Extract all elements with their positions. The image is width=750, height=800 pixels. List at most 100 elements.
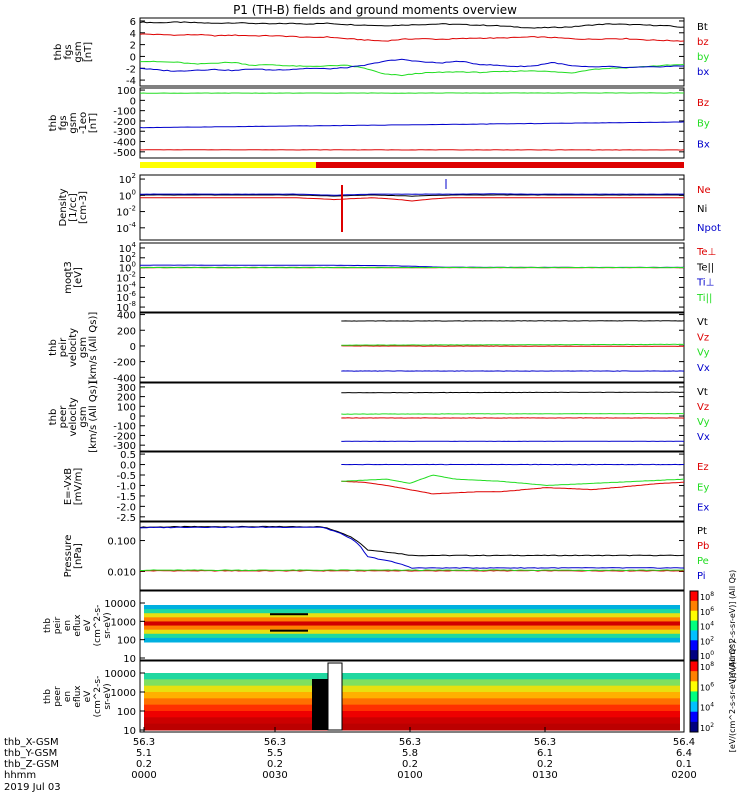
legend-entry: Bx xyxy=(697,139,710,150)
y-tick-label: 10 xyxy=(123,726,136,737)
series-line-Bx xyxy=(139,121,685,129)
legend-entry: Pb xyxy=(697,541,709,552)
y-tick-label: -4 xyxy=(126,76,136,87)
y-tick-label: 0 xyxy=(130,52,136,63)
panel-7-frame xyxy=(139,451,685,522)
y-tick-exp: -6 xyxy=(129,290,137,298)
legend-entry: Vx xyxy=(697,363,710,374)
legend-entry: Npot xyxy=(697,223,721,234)
heatmap-band xyxy=(144,629,680,635)
series-line-Vt xyxy=(341,391,684,394)
y-axis-label: velocity xyxy=(68,397,79,436)
y-axis-label: [1/cc] xyxy=(68,193,79,222)
y-tick-exp: -2 xyxy=(129,205,136,213)
y-tick-label: 0 xyxy=(130,342,136,353)
y-axis-label: en xyxy=(63,691,73,702)
colorbar-tick-exp: 2 xyxy=(710,635,714,642)
y-axis-label: thb xyxy=(43,689,53,704)
legend-entry: Ez xyxy=(697,462,709,473)
colorbar-segment xyxy=(690,610,698,622)
x-tick-label: 0.2 xyxy=(537,759,553,770)
y-tick-exp: 0 xyxy=(132,261,136,269)
y-tick-label: 100 xyxy=(117,707,136,718)
heatmap-gap xyxy=(312,679,328,730)
y-axis-label: eV xyxy=(83,619,93,632)
y-tick-exp: 2 xyxy=(132,251,136,259)
series-line-Ni xyxy=(139,194,685,197)
x-tick-label: 56.3 xyxy=(534,737,556,748)
y-axis-label: E=-VxB xyxy=(63,468,74,505)
colorbar-segment xyxy=(690,711,698,723)
y-axis-label: (cm^2-s- xyxy=(93,605,103,647)
colorbar-segment xyxy=(690,661,698,672)
y-tick-label: 102 xyxy=(119,172,136,186)
y-tick-label: 10 xyxy=(123,654,136,665)
heatmap-band xyxy=(144,679,680,687)
y-tick-label: -2.0 xyxy=(116,502,136,513)
panel-4-frame xyxy=(139,242,685,313)
y-axis-label: (cm^2-s- xyxy=(93,676,103,718)
legend-entry: by xyxy=(697,52,709,63)
panel-1-frame xyxy=(139,17,685,87)
series-line-Bt xyxy=(139,21,685,29)
series-line-Vz xyxy=(341,345,685,347)
x-tick-label: 0100 xyxy=(397,770,422,781)
colorbar-segment xyxy=(690,681,698,692)
y-axis-label: fgs xyxy=(58,115,69,130)
legend-entry: Bz xyxy=(697,98,709,109)
colorbar-tick-label: 104 xyxy=(700,702,714,713)
y-axis-label: thb xyxy=(48,409,59,426)
y-axis-label: en xyxy=(63,620,73,631)
panel-2: 1000-100-200-300-400-500 thb fgs gsm -1eo [nT… xyxy=(48,86,710,159)
colorbar-segment xyxy=(690,630,698,641)
legend-entry: Ni xyxy=(697,204,707,215)
colorbar-tick-label: 102 xyxy=(700,722,714,733)
x-tick-label: 0130 xyxy=(532,770,557,781)
y-tick-label: -2 xyxy=(126,64,136,75)
series-line-Pe xyxy=(140,569,685,572)
y-tick-label: -200 xyxy=(113,117,136,128)
x-axis-row-label: hhmm xyxy=(4,770,36,781)
legend-entry: bx xyxy=(697,67,709,78)
y-axis-label: gsm xyxy=(78,337,89,358)
y-tick-label: 4 xyxy=(130,29,136,40)
colorbar-label: [eV/(cm^2-s-sr-eV)] (All Qs) xyxy=(728,570,737,681)
heatmap-mark xyxy=(270,613,308,616)
legend-entry: Te|| xyxy=(696,262,714,273)
y-tick-label: -400 xyxy=(113,138,136,149)
colorbar-tick-label: 102 xyxy=(700,635,714,646)
y-axis-label: gsm xyxy=(68,112,79,133)
legend-entry: Te⊥ xyxy=(696,247,716,258)
panel-3-frame xyxy=(139,174,685,241)
series-line-Vy xyxy=(341,412,685,415)
y-tick-label: 0.5 xyxy=(120,450,136,461)
y-tick-label: -200 xyxy=(113,358,136,369)
y-axis-label: velocity xyxy=(68,328,79,367)
colorbar-tick-label: 108 xyxy=(700,591,714,602)
series-line-Pi xyxy=(139,526,684,569)
y-tick-label: 200 xyxy=(117,393,136,404)
y-axis-label: peer xyxy=(53,686,63,707)
panel-3: 102 100 10-2 10-4 Density [1/cc] [cm-3] Ne Ni Npo… xyxy=(58,172,721,241)
chart-title: P1 (TH-B) fields and ground moments over… xyxy=(233,3,517,17)
x-tick-label: 0.2 xyxy=(136,759,152,770)
y-axis-label: eflux xyxy=(73,685,83,708)
y-tick-label: 0.0 xyxy=(120,461,136,472)
panel-8: 0.100 0.010 Pressure [nPa] Pt Pb Pe Pi xyxy=(63,521,709,591)
x-axis-row-label: thb_Y-GSM xyxy=(4,748,57,759)
y-axis-label: thb xyxy=(48,115,59,132)
y-tick-label: 100 xyxy=(117,636,136,647)
y-tick-label: -1.5 xyxy=(116,492,136,503)
x-axis-row-label: thb_X-GSM xyxy=(4,737,59,748)
panel-9-frame xyxy=(139,590,685,661)
legend-entry: Vy xyxy=(697,348,710,359)
panel-6-frame xyxy=(139,382,685,452)
y-tick-label: 400 xyxy=(117,311,136,322)
colorbar-segment xyxy=(690,591,698,602)
x-tick-label: 56.4 xyxy=(673,737,695,748)
y-tick-label: 10-4 xyxy=(116,221,136,235)
mode-bar-fast xyxy=(316,162,684,168)
y-axis-label: -1eo xyxy=(78,112,89,134)
panel-10-frame xyxy=(139,660,685,733)
